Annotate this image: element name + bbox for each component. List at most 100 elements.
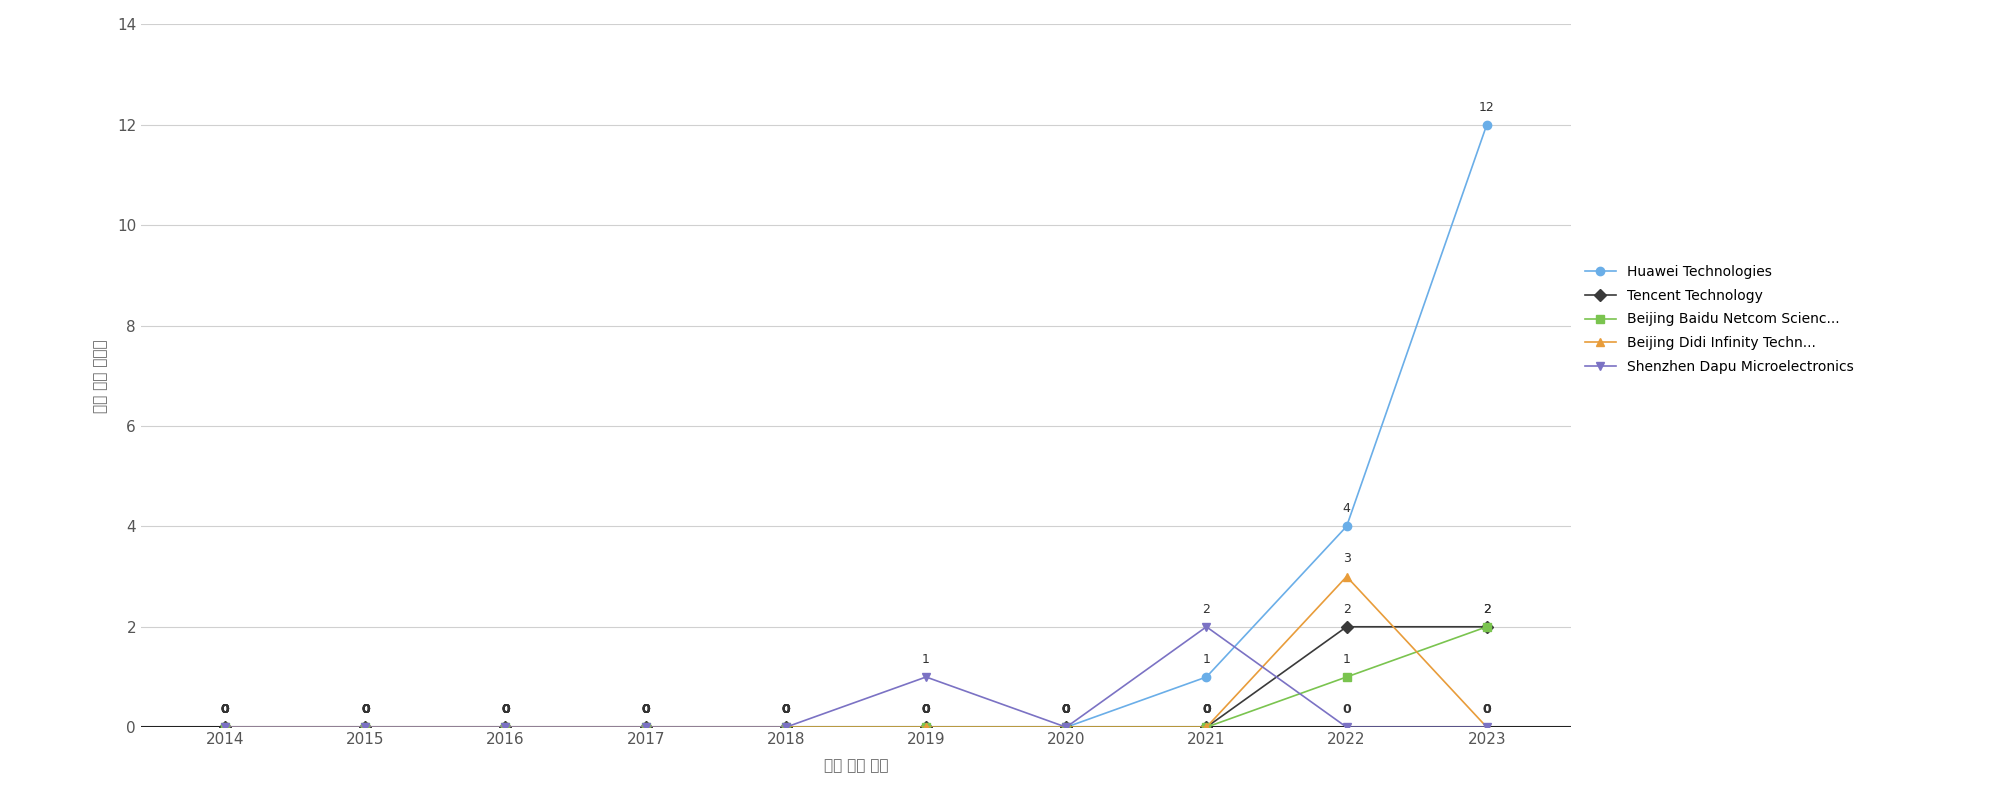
Shenzhen Dapu Microelectronics <box>914 672 939 682</box>
Text: 0: 0 <box>781 703 789 716</box>
Shenzhen Dapu Microelectronics <box>1053 722 1077 732</box>
Text: 0: 0 <box>781 703 789 716</box>
Text: 0: 0 <box>1482 703 1490 716</box>
Line: Shenzhen Dapu Microelectronics: Shenzhen Dapu Microelectronics <box>222 623 1490 731</box>
Beijing Baidu Netcom Scienc... <box>213 722 238 732</box>
Tencent Technology <box>1194 722 1218 732</box>
Line: Huawei Technologies: Huawei Technologies <box>222 120 1490 731</box>
Text: 1: 1 <box>1343 653 1351 666</box>
Text: 0: 0 <box>1202 703 1210 716</box>
Text: 2: 2 <box>1343 603 1351 616</box>
Text: 0: 0 <box>640 703 651 716</box>
Text: 2: 2 <box>1202 603 1210 616</box>
Huawei Technologies <box>1053 722 1077 732</box>
Text: 0: 0 <box>501 703 510 716</box>
Text: 0: 0 <box>781 703 789 716</box>
Beijing Didi Infinity Techn... <box>1194 722 1218 732</box>
Text: 3: 3 <box>1343 553 1351 566</box>
Huawei Technologies <box>1335 521 1359 531</box>
Text: 0: 0 <box>222 703 230 716</box>
Text: 0: 0 <box>361 703 371 716</box>
Text: 0: 0 <box>640 703 651 716</box>
Text: 0: 0 <box>781 703 789 716</box>
Beijing Didi Infinity Techn... <box>493 722 518 732</box>
Text: 0: 0 <box>1061 703 1071 716</box>
Text: 1: 1 <box>1202 653 1210 666</box>
Beijing Baidu Netcom Scienc... <box>1335 672 1359 682</box>
Tencent Technology <box>1335 622 1359 632</box>
Text: 0: 0 <box>501 703 510 716</box>
Y-axis label: 특허 출원 공개량: 특허 출원 공개량 <box>93 339 109 413</box>
Text: 2: 2 <box>1482 603 1490 616</box>
Tencent Technology <box>352 722 377 732</box>
Beijing Didi Infinity Techn... <box>634 722 659 732</box>
Tencent Technology <box>773 722 798 732</box>
Beijing Didi Infinity Techn... <box>352 722 377 732</box>
Shenzhen Dapu Microelectronics <box>634 722 659 732</box>
Tencent Technology <box>1053 722 1077 732</box>
Text: 0: 0 <box>361 703 371 716</box>
Text: 0: 0 <box>640 703 651 716</box>
Huawei Technologies <box>1474 120 1498 129</box>
Text: 0: 0 <box>1061 703 1071 716</box>
Shenzhen Dapu Microelectronics <box>213 722 238 732</box>
Text: 0: 0 <box>222 703 230 716</box>
Text: 0: 0 <box>222 703 230 716</box>
Text: 0: 0 <box>640 703 651 716</box>
Beijing Baidu Netcom Scienc... <box>634 722 659 732</box>
Text: 0: 0 <box>922 703 930 716</box>
Text: 0: 0 <box>501 703 510 716</box>
Beijing Didi Infinity Techn... <box>213 722 238 732</box>
Text: 0: 0 <box>781 703 789 716</box>
Shenzhen Dapu Microelectronics <box>1474 722 1498 732</box>
Text: 4: 4 <box>1343 503 1351 516</box>
Huawei Technologies <box>493 722 518 732</box>
Tencent Technology <box>634 722 659 732</box>
Text: 2: 2 <box>1482 603 1490 616</box>
Huawei Technologies <box>914 722 939 732</box>
Beijing Didi Infinity Techn... <box>1053 722 1077 732</box>
Text: 12: 12 <box>1478 100 1494 114</box>
Beijing Baidu Netcom Scienc... <box>1053 722 1077 732</box>
Beijing Baidu Netcom Scienc... <box>493 722 518 732</box>
Beijing Didi Infinity Techn... <box>1474 722 1498 732</box>
Beijing Didi Infinity Techn... <box>773 722 798 732</box>
Text: 0: 0 <box>501 703 510 716</box>
Huawei Technologies <box>213 722 238 732</box>
Line: Beijing Didi Infinity Techn...: Beijing Didi Infinity Techn... <box>222 572 1490 731</box>
Text: 0: 0 <box>922 703 930 716</box>
Shenzhen Dapu Microelectronics <box>1194 622 1218 632</box>
Text: 0: 0 <box>222 703 230 716</box>
Text: 0: 0 <box>922 703 930 716</box>
Tencent Technology <box>493 722 518 732</box>
Tencent Technology <box>1474 622 1498 632</box>
Text: 1: 1 <box>922 653 930 666</box>
Text: 0: 0 <box>1202 703 1210 716</box>
Text: 0: 0 <box>501 703 510 716</box>
Huawei Technologies <box>1194 672 1218 682</box>
Shenzhen Dapu Microelectronics <box>773 722 798 732</box>
Text: 0: 0 <box>361 703 371 716</box>
Text: 0: 0 <box>222 703 230 716</box>
Text: 0: 0 <box>1202 703 1210 716</box>
Beijing Baidu Netcom Scienc... <box>1474 622 1498 632</box>
Text: 0: 0 <box>1061 703 1071 716</box>
Text: 0: 0 <box>1341 703 1351 716</box>
Text: 0: 0 <box>361 703 371 716</box>
Shenzhen Dapu Microelectronics <box>493 722 518 732</box>
Text: 0: 0 <box>361 703 371 716</box>
Shenzhen Dapu Microelectronics <box>352 722 377 732</box>
Tencent Technology <box>213 722 238 732</box>
Beijing Didi Infinity Techn... <box>914 722 939 732</box>
Tencent Technology <box>914 722 939 732</box>
Beijing Baidu Netcom Scienc... <box>914 722 939 732</box>
Text: 0: 0 <box>922 703 930 716</box>
Line: Beijing Baidu Netcom Scienc...: Beijing Baidu Netcom Scienc... <box>222 623 1490 731</box>
X-axis label: 특허 발행 연도: 특허 발행 연도 <box>824 758 888 773</box>
Text: 0: 0 <box>640 703 651 716</box>
Beijing Baidu Netcom Scienc... <box>352 722 377 732</box>
Legend: Huawei Technologies, Tencent Technology, Beijing Baidu Netcom Scienc..., Beijing: Huawei Technologies, Tencent Technology,… <box>1585 265 1853 374</box>
Beijing Didi Infinity Techn... <box>1335 572 1359 582</box>
Huawei Technologies <box>352 722 377 732</box>
Huawei Technologies <box>634 722 659 732</box>
